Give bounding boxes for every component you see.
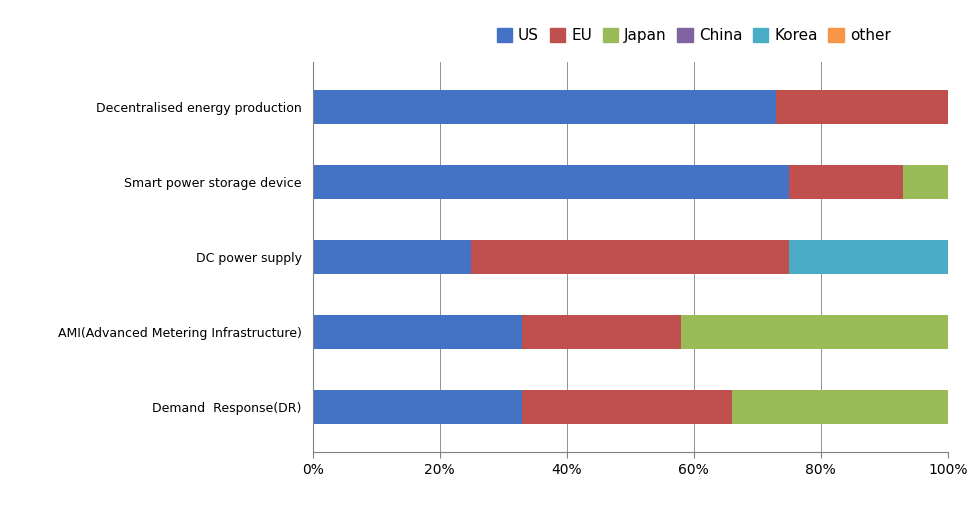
Bar [776,90,948,124]
Bar [313,390,522,424]
Bar [681,315,948,349]
Bar [471,240,789,274]
Bar [313,315,522,349]
Bar [313,90,776,124]
Legend: US, EU, Japan, China, Korea, other: US, EU, Japan, China, Korea, other [493,25,894,46]
Bar [522,390,732,424]
Bar [313,240,471,274]
Bar [313,165,789,199]
Bar [789,240,948,274]
Bar [903,165,948,199]
Bar [789,165,903,199]
Bar [522,315,681,349]
Bar [732,390,948,424]
